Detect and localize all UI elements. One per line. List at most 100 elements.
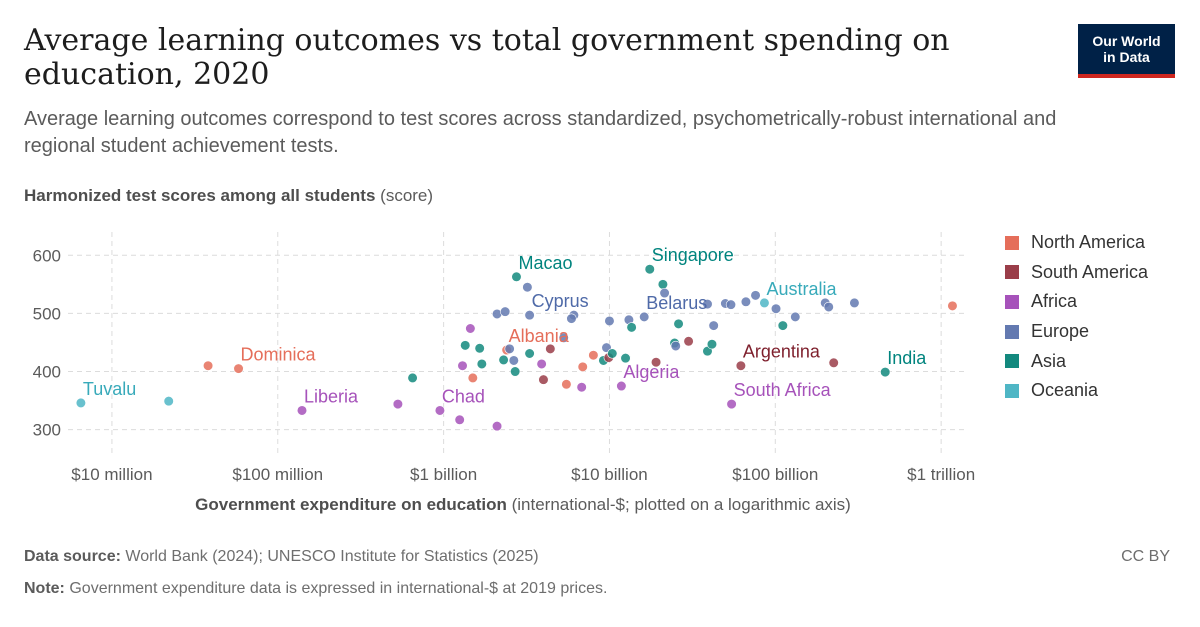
- data-point[interactable]: [511, 271, 522, 282]
- data-point[interactable]: [75, 397, 86, 409]
- x-tick-label: $10 billion: [571, 465, 648, 484]
- point-label: Liberia: [304, 386, 359, 406]
- legend-item-africa[interactable]: Africa: [1005, 287, 1148, 317]
- data-point[interactable]: [465, 323, 476, 334]
- legend-item-south-america[interactable]: South America: [1005, 258, 1148, 288]
- data-point[interactable]: [476, 358, 487, 370]
- data-point[interactable]: [510, 366, 521, 377]
- data-point[interactable]: [616, 380, 627, 392]
- data-point[interactable]: [558, 332, 569, 343]
- logo-line-2: in Data: [1103, 49, 1150, 65]
- data-point[interactable]: [524, 348, 535, 359]
- y-axis-title-bold: Harmonized test scores among all student…: [24, 186, 376, 205]
- data-point[interactable]: [457, 360, 468, 371]
- source-text[interactable]: World Bank (2024); UNESCO Institute for …: [125, 548, 539, 565]
- legend-label: Africa: [1031, 291, 1078, 312]
- point-label: South Africa: [734, 380, 832, 400]
- x-tick-label: $10 million: [71, 465, 152, 484]
- data-point[interactable]: [202, 360, 214, 371]
- data-point[interactable]: [849, 297, 860, 309]
- data-point[interactable]: [491, 421, 503, 432]
- legend-swatch: [1005, 383, 1019, 398]
- data-point[interactable]: [538, 374, 549, 385]
- legend-item-europe[interactable]: Europe: [1005, 317, 1148, 347]
- data-point[interactable]: [296, 405, 308, 416]
- data-point[interactable]: [504, 343, 515, 354]
- note-label: Note:: [24, 580, 65, 597]
- data-point[interactable]: [706, 339, 718, 350]
- legend-swatch: [1005, 324, 1019, 339]
- data-point[interactable]: [777, 320, 788, 331]
- data-point[interactable]: [735, 360, 746, 371]
- legend-label: South America: [1031, 261, 1149, 282]
- chart-subtitle: Average learning outcomes correspond to …: [24, 108, 1057, 157]
- x-axis-title: Government expenditure on education (int…: [0, 495, 1046, 515]
- license[interactable]: CC BY: [1121, 548, 1170, 565]
- data-point[interactable]: [947, 300, 958, 311]
- data-point[interactable]: [561, 379, 572, 390]
- data-point[interactable]: [683, 336, 694, 347]
- data-point[interactable]: [434, 405, 446, 416]
- data-point[interactable]: [498, 354, 509, 365]
- data-point[interactable]: [524, 310, 535, 321]
- data-point[interactable]: [500, 306, 511, 317]
- data-point[interactable]: [702, 298, 713, 310]
- x-tick-label: $1 trillion: [907, 465, 975, 484]
- data-point[interactable]: [474, 343, 485, 354]
- data-point[interactable]: [460, 340, 471, 351]
- data-point[interactable]: [639, 311, 650, 322]
- legend-item-asia[interactable]: Asia: [1005, 346, 1148, 376]
- data-point[interactable]: [407, 372, 418, 384]
- legend-swatch: [1005, 294, 1019, 309]
- x-tick-label: $1 billion: [410, 465, 477, 484]
- data-source: Data source: World Bank (2024); UNESCO I…: [24, 548, 539, 566]
- data-point[interactable]: [467, 372, 478, 384]
- data-point[interactable]: [576, 382, 587, 393]
- data-point[interactable]: [163, 396, 174, 407]
- data-point[interactable]: [880, 367, 891, 378]
- data-point[interactable]: [750, 290, 761, 301]
- x-axis-title-rest: (international-$; plotted on a logarithm…: [511, 495, 851, 514]
- data-point[interactable]: [725, 299, 737, 310]
- data-point[interactable]: [657, 279, 668, 290]
- data-point[interactable]: [588, 350, 599, 361]
- data-point[interactable]: [604, 315, 615, 327]
- axis-ticks: 300 400 500 600 $10 million $100 million $1 bi…: [33, 246, 976, 484]
- data-point[interactable]: [770, 303, 782, 314]
- owid-logo[interactable]: Our World in Data: [1078, 24, 1175, 78]
- point-label: Argentina: [743, 342, 821, 362]
- logo-line-1: Our World: [1092, 33, 1161, 49]
- data-point[interactable]: [823, 301, 834, 313]
- data-point[interactable]: [545, 343, 556, 354]
- data-point[interactable]: [790, 311, 801, 322]
- legend-item-oceania[interactable]: Oceania: [1005, 376, 1148, 406]
- data-point[interactable]: [644, 264, 655, 275]
- data-point[interactable]: [607, 348, 618, 359]
- chart-title: Average learning outcomes vs total gover…: [24, 23, 950, 92]
- data-point[interactable]: [659, 287, 670, 299]
- data-point[interactable]: [650, 357, 662, 368]
- data-point[interactable]: [620, 353, 631, 364]
- data-point[interactable]: [577, 361, 588, 372]
- legend-swatch: [1005, 354, 1019, 369]
- data-point[interactable]: [233, 363, 244, 374]
- legend-item-north-america[interactable]: North America: [1005, 228, 1148, 258]
- data-point[interactable]: [454, 414, 465, 425]
- data-point[interactable]: [673, 318, 684, 329]
- data-point[interactable]: [392, 398, 403, 410]
- data-point[interactable]: [508, 355, 519, 366]
- point-label: Australia: [766, 279, 837, 299]
- x-tick-label: $100 billion: [732, 465, 818, 484]
- data-point[interactable]: [670, 340, 681, 352]
- point-label: Tuvalu: [83, 379, 136, 399]
- data-point[interactable]: [626, 322, 637, 333]
- data-point[interactable]: [759, 297, 770, 309]
- data-point[interactable]: [708, 320, 719, 331]
- data-point[interactable]: [828, 357, 839, 368]
- data-point[interactable]: [536, 358, 547, 370]
- data-point[interactable]: [740, 296, 752, 307]
- data-point[interactable]: [566, 313, 577, 324]
- data-point[interactable]: [522, 282, 533, 293]
- data-point[interactable]: [726, 398, 737, 410]
